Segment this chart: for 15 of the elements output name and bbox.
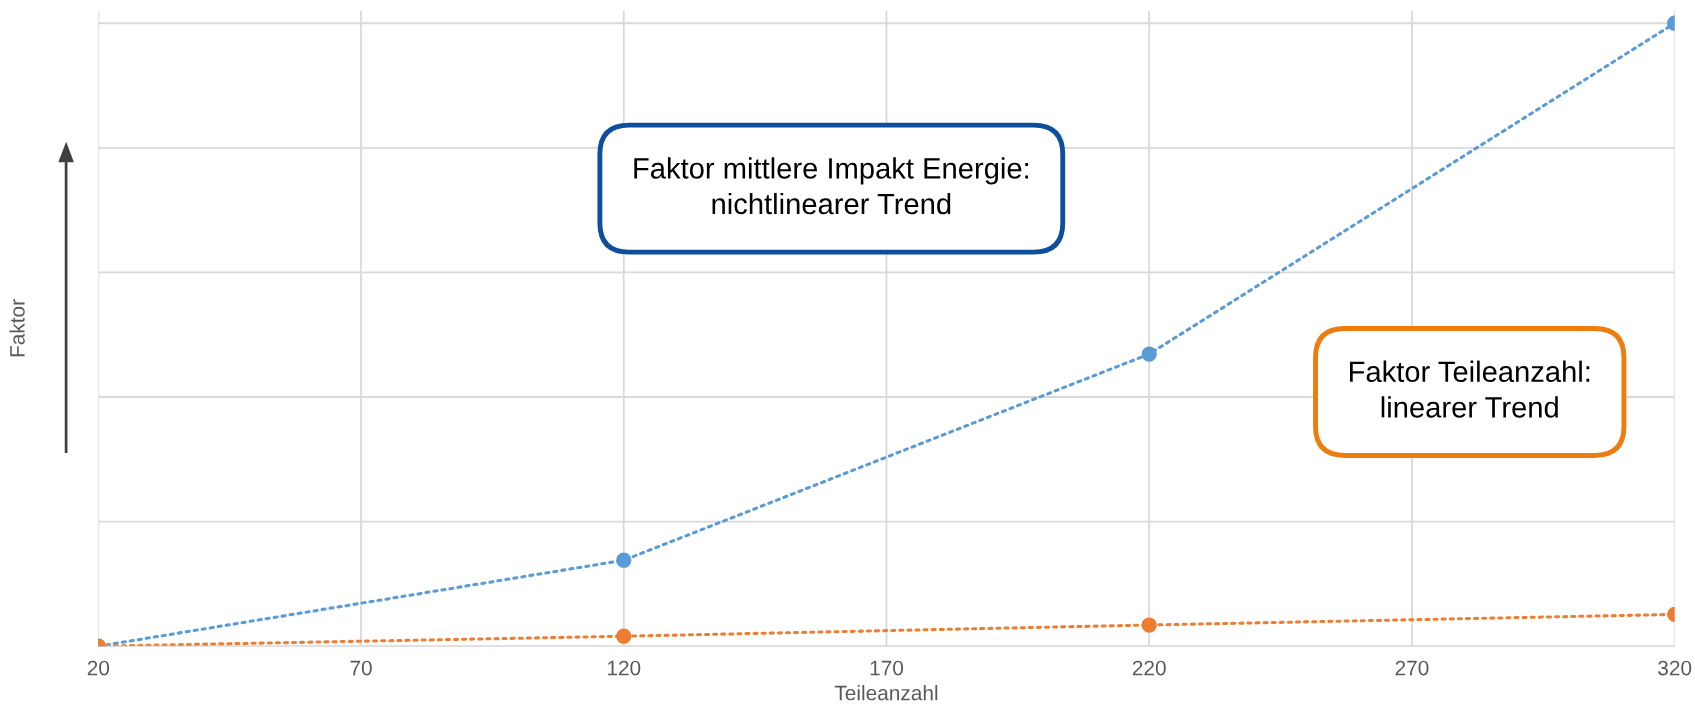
x-tick-label: 170 [870, 660, 904, 676]
point [616, 628, 632, 644]
x-tick-label: 320 [1658, 660, 1692, 676]
point [1141, 346, 1157, 362]
point [1141, 617, 1157, 633]
y-axis-title: Faktor [9, 299, 25, 357]
point [616, 552, 632, 568]
x-axis-title: Teileanzahl [834, 685, 938, 701]
x-tick-label: 70 [350, 660, 372, 676]
x-tick-label: 120 [607, 660, 641, 676]
annotation: Faktor mittlere Impakt Energie: nichtlinearer Trend [634, 157, 1029, 215]
x-tick-label: 270 [1395, 660, 1429, 676]
annotation: Faktor Teileanzahl: linearer Trend [1350, 360, 1590, 418]
x-tick-label: 220 [1132, 660, 1166, 676]
x-tick-label: 20 [87, 660, 110, 676]
